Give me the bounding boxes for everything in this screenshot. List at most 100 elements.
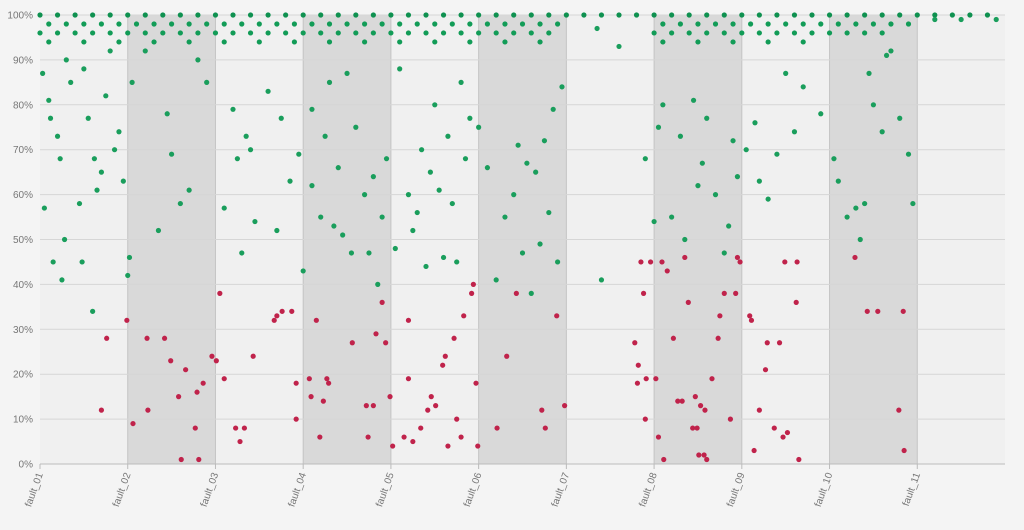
point [125, 30, 131, 36]
point [914, 12, 920, 18]
point [721, 12, 727, 18]
point [375, 281, 381, 287]
point [432, 39, 438, 45]
point [59, 277, 65, 283]
point [764, 340, 770, 346]
point [405, 376, 412, 382]
point [90, 12, 96, 18]
point [160, 12, 166, 18]
point [344, 70, 350, 76]
point [160, 30, 166, 36]
point [949, 12, 955, 18]
point [696, 452, 702, 458]
point [888, 21, 894, 27]
y-tick-label: 40% [13, 280, 33, 291]
point [274, 227, 280, 234]
point [519, 250, 526, 256]
point [537, 39, 543, 45]
point [221, 21, 227, 27]
point [349, 340, 355, 346]
point [300, 12, 306, 18]
point [897, 12, 903, 18]
point [252, 218, 258, 225]
point [864, 308, 870, 314]
point [756, 30, 762, 36]
point [335, 30, 341, 36]
point [554, 21, 561, 27]
point [747, 21, 754, 27]
point [192, 425, 198, 431]
point [554, 313, 560, 319]
point [752, 120, 758, 126]
point [774, 12, 780, 18]
point [37, 12, 43, 18]
point [651, 12, 657, 18]
point [765, 39, 771, 45]
point [784, 429, 791, 436]
point [642, 156, 648, 162]
point [274, 21, 280, 27]
y-tick-label: 90% [13, 55, 33, 66]
point [445, 133, 451, 139]
point [896, 407, 902, 413]
series [37, 30, 885, 36]
point [405, 30, 412, 36]
point [699, 160, 705, 166]
point [98, 407, 105, 413]
point [335, 165, 341, 171]
point [475, 443, 481, 449]
point [318, 12, 324, 18]
point [677, 133, 684, 139]
point [669, 12, 675, 18]
point [291, 39, 298, 45]
series [98, 254, 907, 463]
point [116, 21, 122, 27]
series [46, 39, 806, 45]
point [502, 21, 508, 27]
series [37, 12, 991, 18]
point [454, 416, 460, 422]
point [866, 70, 872, 76]
point [63, 57, 69, 63]
point [278, 115, 284, 121]
point [125, 272, 131, 279]
point [383, 156, 390, 162]
point [217, 290, 223, 296]
point [309, 21, 315, 27]
point [692, 394, 698, 400]
point [410, 227, 416, 234]
point [68, 79, 74, 85]
point [473, 380, 479, 386]
point [721, 30, 727, 36]
point [142, 12, 148, 18]
point [451, 335, 457, 341]
point [862, 12, 868, 18]
point [436, 187, 442, 193]
point [125, 12, 131, 18]
x-tick-label: fault_07 [550, 471, 573, 509]
point [130, 420, 136, 427]
point [905, 21, 912, 27]
point [454, 259, 460, 265]
point [204, 79, 210, 85]
point [470, 281, 476, 287]
point [717, 313, 723, 319]
point [427, 169, 433, 175]
point [353, 30, 359, 36]
point [563, 12, 569, 18]
point [405, 192, 412, 198]
point [857, 236, 863, 243]
x-tick-label: fault_04 [286, 471, 309, 509]
point [370, 12, 376, 18]
point [771, 425, 777, 431]
point [635, 362, 641, 368]
point [107, 48, 113, 54]
point [247, 30, 254, 36]
point [186, 187, 192, 193]
point [685, 299, 691, 305]
point [221, 205, 227, 211]
point [183, 367, 189, 373]
point [616, 12, 622, 18]
point [256, 21, 262, 27]
point [669, 214, 675, 220]
